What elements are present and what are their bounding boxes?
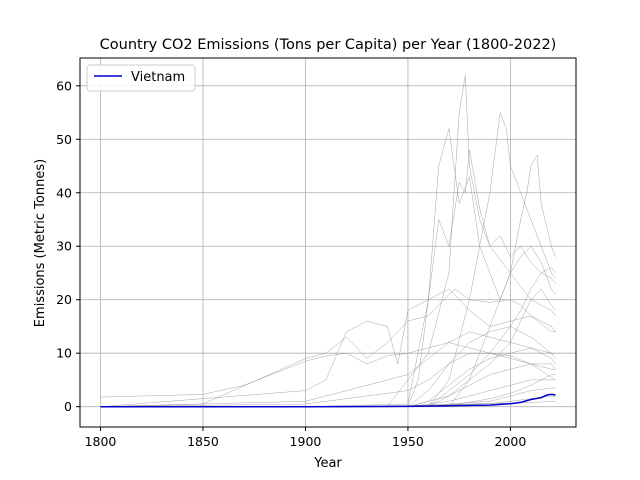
- y-tick-label-50: 50: [56, 132, 72, 147]
- x-tick-label-1850: 1850: [187, 434, 219, 449]
- background-series-line-15: [100, 379, 556, 407]
- background-series-line-10: [100, 326, 556, 407]
- legend-box: [86, 64, 196, 92]
- highlight-series-group: [100, 393, 556, 408]
- x-tick-label-1950: 1950: [392, 434, 424, 449]
- background-series-line-0: [100, 128, 556, 407]
- background-series-line-13: [100, 267, 556, 407]
- background-series-line-8: [100, 331, 556, 407]
- y-tick-label-60: 60: [56, 78, 72, 93]
- chart-title: Country CO2 Emissions (Tons per Capita) …: [100, 37, 557, 53]
- series-line-vietnam: [100, 393, 556, 408]
- background-series-line-9: [100, 352, 556, 407]
- grid-lines: [80, 58, 576, 427]
- y-tick-label-10: 10: [56, 346, 72, 361]
- x-axis-label: Year: [313, 456, 342, 471]
- background-series-line-4: [100, 154, 556, 407]
- x-axis-ticks: 1800 1850 1900 1950 2000: [85, 427, 527, 449]
- axes-frame: [79, 57, 577, 428]
- y-axis-ticks: 0 10 20 30 40 50 60: [56, 78, 80, 414]
- x-tick-label-1900: 1900: [290, 434, 322, 449]
- y-tick-label-40: 40: [56, 185, 72, 200]
- x-tick-label-1800: 1800: [85, 434, 117, 449]
- background-series-line-5: [100, 342, 556, 398]
- background-series-line-2: [100, 75, 556, 407]
- background-series-line-12: [100, 288, 556, 407]
- y-tick-label-20: 20: [56, 292, 72, 307]
- y-tick-label-30: 30: [56, 239, 72, 254]
- background-series-line-7: [100, 288, 556, 407]
- plot-frame: [79, 57, 577, 428]
- legend: Vietnam: [86, 64, 196, 92]
- background-series-line-3: [100, 112, 556, 407]
- background-series-line-1: [100, 149, 556, 407]
- background-series-group: [100, 75, 556, 407]
- legend-label-vietnam: Vietnam: [131, 70, 185, 85]
- x-tick-label-2000: 2000: [495, 434, 527, 449]
- y-axis-label: Emissions (Metric Tonnes): [33, 159, 48, 327]
- y-tick-label-0: 0: [64, 399, 72, 414]
